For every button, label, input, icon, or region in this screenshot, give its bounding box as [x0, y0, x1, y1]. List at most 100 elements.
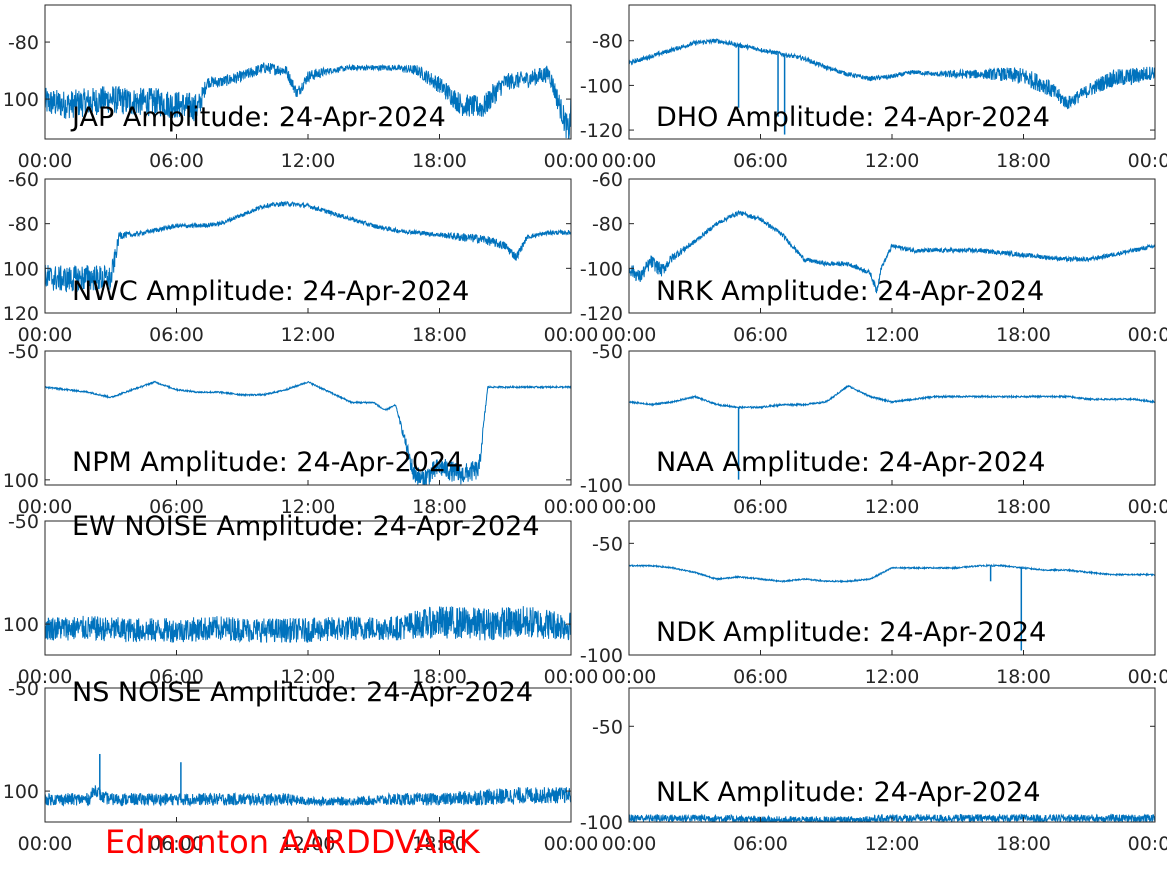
ndk-xtick-label-3: 18:00: [996, 666, 1051, 688]
npm-xtick-label-0: 00:00: [18, 496, 73, 518]
ndk-xtick-label-1: 06:00: [733, 666, 788, 688]
nwc-xtick-label-1: 06:00: [149, 324, 204, 346]
nrk-ytick-label-0: -60: [592, 169, 623, 191]
npm-xtick-label-1: 06:00: [149, 496, 204, 518]
dho-ytick-label-2: -120: [580, 120, 623, 142]
nlk-xtick-label-4: 00:00: [1128, 833, 1167, 855]
nrk-xtick-label-0: 00:00: [602, 324, 657, 346]
panel-ns-noise: -50 100 00:00 06:00 12:00 18:00 00:00 NS NOISE …: [3, 677, 599, 855]
nrk-ytick-label-1: -80: [592, 214, 623, 236]
ew-noise-ytick-label-0: -50: [8, 511, 39, 533]
jap-series: [45, 62, 571, 139]
naa-xtick-label-3: 18:00: [996, 496, 1051, 518]
ndk-xtick-label-2: 12:00: [865, 666, 920, 688]
npm-series: [45, 380, 571, 485]
npm-xtick-label-2: 12:00: [281, 496, 336, 518]
nlk-xtick-label-2: 12:00: [865, 833, 920, 855]
ndk-xtick-label-0: 00:00: [602, 666, 657, 688]
dho-xtick-label-0: 00:00: [602, 150, 657, 172]
dho-line: [629, 38, 1155, 110]
panel-jap: -80 100 00:00 06:00 12:00 18:00 00:00 JAP Ampli…: [3, 4, 599, 172]
ns-noise-xtick-label-4: 00:00: [544, 833, 599, 855]
nrk-ytick-label-3: -120: [580, 303, 623, 325]
jap-xtick-label-4: 00:00: [544, 150, 599, 172]
nlk-ytick-label-0: -50: [592, 716, 623, 738]
dho-xtick-label-2: 12:00: [865, 150, 920, 172]
nwc-ytick-label-0: -60: [8, 169, 39, 191]
naa-line: [629, 384, 1155, 410]
ns-noise-xtick-label-1: 06:00: [149, 833, 204, 855]
nwc-xtick-label-2: 12:00: [281, 324, 336, 346]
jap-xtick-label-3: 18:00: [412, 150, 467, 172]
dho-xtick-label-1: 06:00: [733, 150, 788, 172]
nwc-xtick-label-4: 00:00: [544, 324, 599, 346]
nwc-ytick-label-3: 120: [3, 303, 39, 325]
nrk-line: [629, 209, 1155, 294]
nwc-xtick-label-0: 00:00: [18, 324, 73, 346]
ndk-xtick-label-4: 00:00: [1128, 666, 1167, 688]
naa-ytick-label-1: -100: [580, 475, 623, 497]
npm-title: NPM Amplitude: 24-Apr-2024: [72, 447, 463, 478]
nwc-ytick-label-2: 100: [3, 258, 39, 280]
ew-noise-xtick-label-3: 18:00: [412, 666, 467, 688]
dho-ytick-label-1: -100: [580, 75, 623, 97]
dho-series: [629, 38, 1155, 135]
nrk-xtick-label-4: 00:00: [1128, 324, 1167, 346]
panel-ew-noise: -50 100 00:00 06:00 12:00 18:00 00:00 EW NOISE …: [3, 511, 599, 688]
panel-dho: -80 -100 -120 00:00 06:00 12:00 18:00 00:00 DHO …: [580, 4, 1167, 172]
naa-xtick-label-2: 12:00: [865, 496, 920, 518]
nrk-xtick-label-3: 18:00: [996, 324, 1051, 346]
ns-noise-ytick-label-0: -50: [8, 678, 39, 700]
ns-noise-xtick-label-3: 18:00: [412, 833, 467, 855]
nwc-xtick-label-3: 18:00: [412, 324, 467, 346]
npm-ytick-label-0: -50: [8, 341, 39, 363]
naa-xtick-label-1: 06:00: [733, 496, 788, 518]
nlk-xtick-label-0: 00:00: [602, 833, 657, 855]
naa-xtick-label-0: 00:00: [602, 496, 657, 518]
nlk-ytick-label-1: -100: [580, 812, 623, 834]
ns-noise-xtick-label-0: 00:00: [18, 833, 73, 855]
ns-noise-ytick-label-1: 100: [3, 781, 39, 803]
nrk-title: NRK Amplitude: 24-Apr-2024: [656, 276, 1044, 307]
ew-noise-xtick-label-4: 00:00: [544, 666, 599, 688]
nrk-ytick-label-2: -100: [580, 258, 623, 280]
nwc-line: [45, 200, 571, 293]
jap-xtick-label-0: 00:00: [18, 150, 73, 172]
ew-noise-title: EW NOISE Amplitude: 24-Apr-2024: [72, 511, 540, 542]
ndk-line: [629, 563, 1155, 584]
panel-nrk: -60-80-100-12000:0006:0012:0018:0000:00N…: [580, 169, 1167, 346]
jap-ytick-label-1: 100: [3, 89, 39, 111]
nlk-xtick-label-3: 18:00: [996, 833, 1051, 855]
naa-series: [629, 384, 1155, 480]
nrk-xtick-label-1: 06:00: [733, 324, 788, 346]
dho-xtick-label-4: 00:00: [1128, 150, 1167, 172]
nwc-title: NWC Amplitude: 24-Apr-2024: [72, 276, 469, 307]
dho-xtick-label-3: 18:00: [996, 150, 1051, 172]
ndk-title: NDK Amplitude: 24-Apr-2024: [656, 617, 1046, 648]
jap-title: JAP Amplitude: 24-Apr-2024: [70, 102, 446, 133]
ns-noise-series: [45, 753, 571, 808]
dho-title: DHO Amplitude: 24-Apr-2024: [656, 102, 1050, 133]
npm-ytick-label-1: 100: [3, 470, 39, 492]
nwc-ytick-label-1: -80: [8, 214, 39, 236]
ns-noise-line: [45, 785, 571, 808]
npm-line: [45, 380, 571, 485]
ew-noise-xtick-label-2: 12:00: [281, 666, 336, 688]
nlk-xtick-label-1: 06:00: [733, 833, 788, 855]
ndk-series: [629, 563, 1155, 651]
naa-title: NAA Amplitude: 24-Apr-2024: [656, 447, 1045, 478]
jap-line: [45, 62, 571, 139]
ew-noise-xtick-label-1: 06:00: [149, 666, 204, 688]
npm-xtick-label-3: 18:00: [412, 496, 467, 518]
jap-xtick-label-1: 06:00: [149, 150, 204, 172]
ns-noise-xtick-label-2: 12:00: [281, 833, 336, 855]
panels: -80 100 00:00 06:00 12:00 18:00 00:00 JAP Ampli…: [3, 4, 1167, 855]
ns-noise-title: NS NOISE Amplitude: 24-Apr-2024: [72, 677, 533, 708]
jap-xtick-label-2: 12:00: [281, 150, 336, 172]
nwc-series: [45, 200, 571, 293]
footer-label: Edmonton AARDDVARK: [105, 823, 481, 861]
ndk-ytick-label-1: -100: [580, 645, 623, 667]
